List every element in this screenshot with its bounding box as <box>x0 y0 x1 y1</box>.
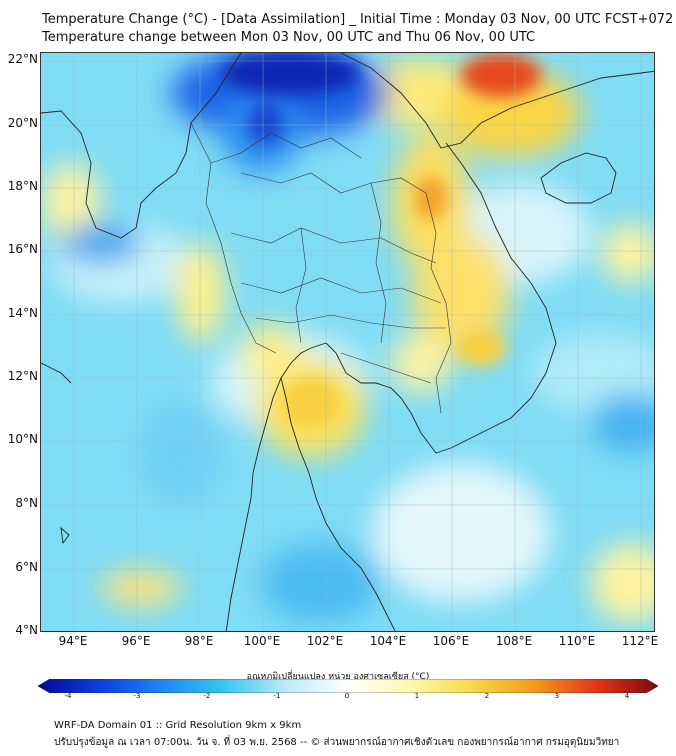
temperature-change-map <box>40 52 655 632</box>
lat-label: 14°N <box>7 306 38 320</box>
lon-label: 98°E <box>184 634 214 648</box>
colorbar <box>38 679 658 693</box>
colorbar-tick: 3 <box>554 692 560 700</box>
colorbar-gradient <box>38 679 658 693</box>
lon-label: 108°E <box>495 634 533 648</box>
colorbar-tick: 1 <box>414 692 420 700</box>
colorbar-tick: 0 <box>344 692 350 700</box>
footer-credit: ปรับปรุงข้อมูล ณ เวลา 07:00น. วัน จ. ที่… <box>54 737 620 748</box>
colorbar-tick: -2 <box>203 692 211 700</box>
lon-label: 96°E <box>121 634 151 648</box>
lat-label: 20°N <box>7 116 38 130</box>
lat-label: 22°N <box>7 52 38 66</box>
lat-label: 12°N <box>7 369 38 383</box>
coastlines <box>41 53 654 631</box>
lon-label: 112°E <box>621 634 659 648</box>
lat-label: 10°N <box>7 432 38 446</box>
lat-label: 4°N <box>15 623 38 637</box>
colorbar-tick: -1 <box>273 692 281 700</box>
map-subtitle: Temperature change between Mon 03 Nov, 0… <box>42 30 536 45</box>
lat-label: 16°N <box>7 242 38 256</box>
colorbar-tick: 2 <box>484 692 490 700</box>
lon-label: 100°E <box>243 634 281 648</box>
lon-label: 94°E <box>58 634 88 648</box>
lat-label: 18°N <box>7 179 38 193</box>
footer-model-info: WRF-DA Domain 01 :: Grid Resolution 9km … <box>54 720 302 731</box>
lon-label: 110°E <box>558 634 596 648</box>
colorbar-tick: -3 <box>133 692 141 700</box>
colorbar-tick: -4 <box>64 692 72 700</box>
lon-label: 104°E <box>369 634 407 648</box>
map-title: Temperature Change (°C) - [Data Assimila… <box>42 12 674 27</box>
lon-label: 102°E <box>306 634 344 648</box>
colorbar-title: อุณหภูมิเปลี่ยนแปลง หน่วย องศาเซลเซียส (… <box>246 672 430 682</box>
province-borders <box>190 122 452 414</box>
lat-label: 8°N <box>15 496 38 510</box>
colorbar-tick: 4 <box>624 692 630 700</box>
graticule <box>41 53 654 631</box>
lon-label: 106°E <box>432 634 470 648</box>
map-canvas <box>41 53 654 631</box>
lat-label: 6°N <box>15 560 38 574</box>
